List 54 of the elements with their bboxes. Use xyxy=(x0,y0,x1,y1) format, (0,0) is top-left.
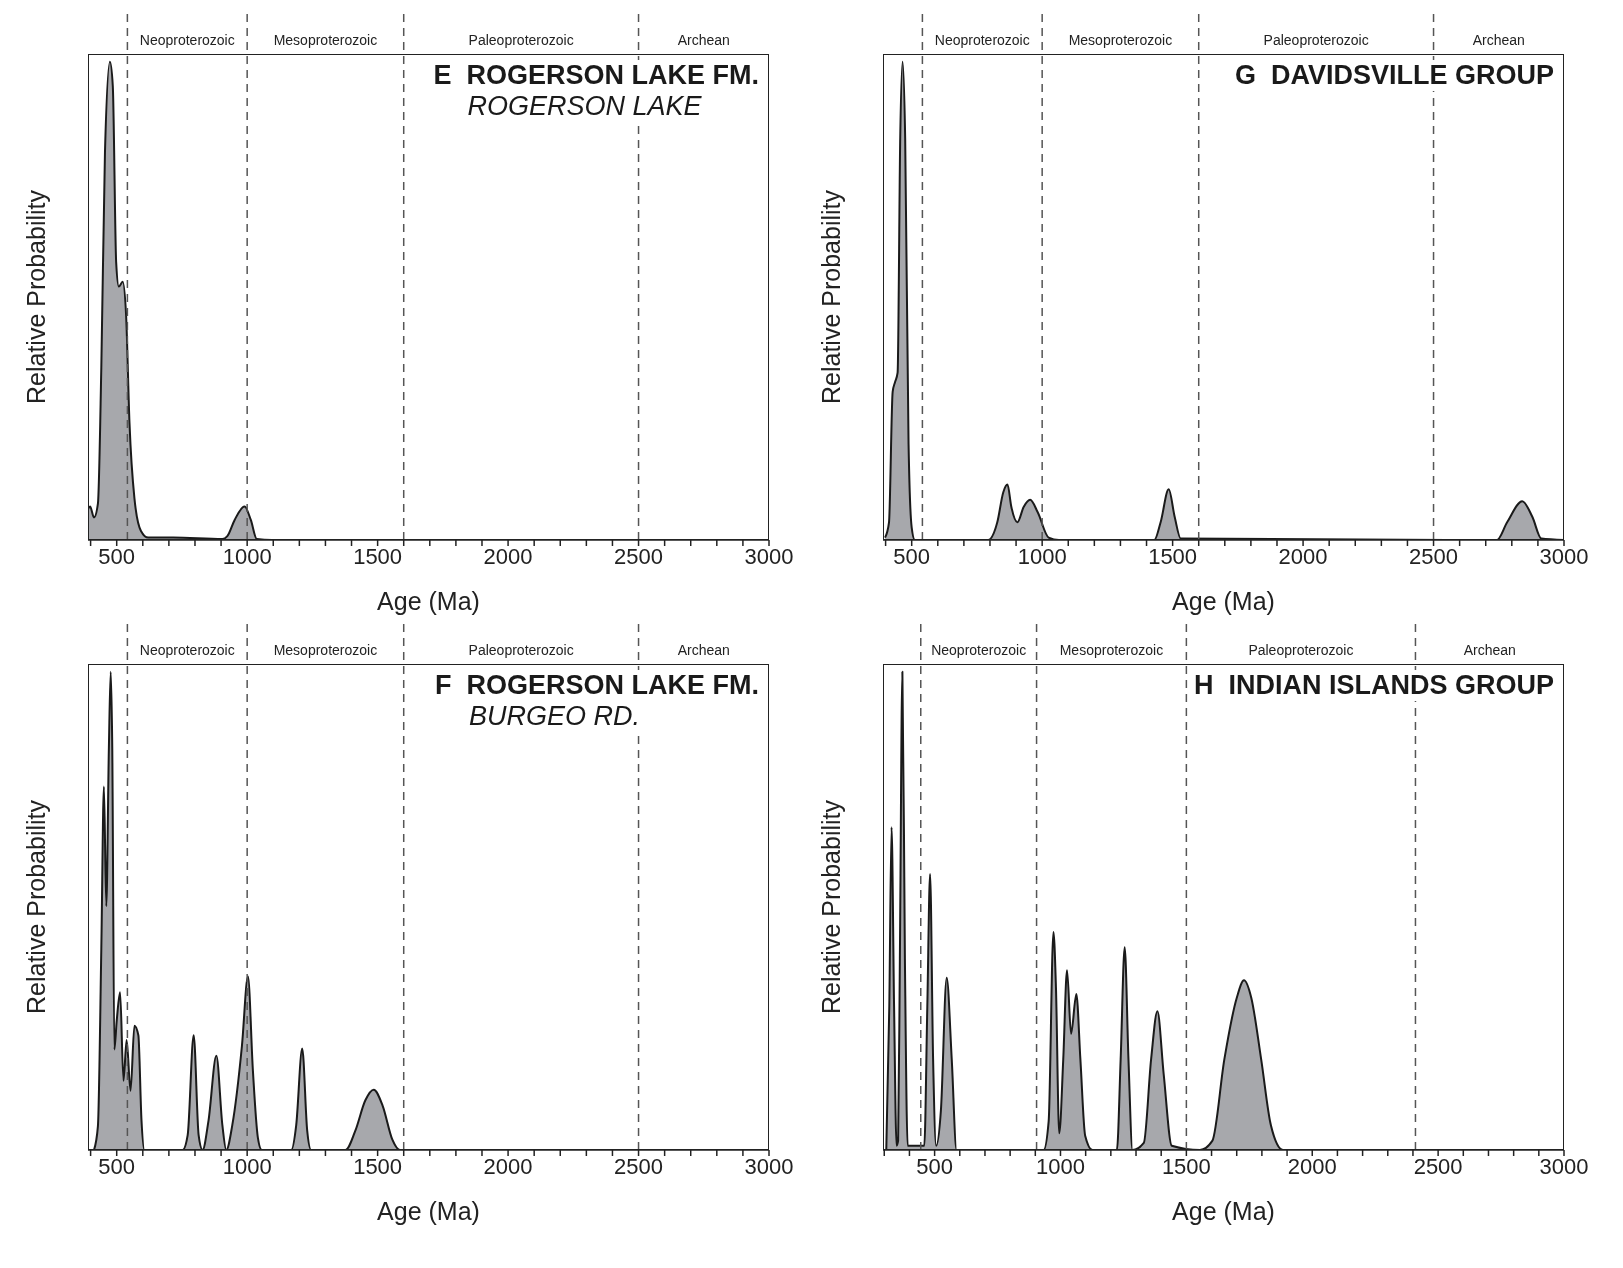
chart-title: G DAVIDSVILLE GROUP xyxy=(1234,60,1554,91)
text: Archean xyxy=(677,642,730,658)
text: ROGERSON LAKE xyxy=(466,91,703,122)
text: Mesoproterozoic xyxy=(273,32,378,48)
x-tick-label: 2500 xyxy=(614,543,664,569)
x-axis-title: Age (Ma) xyxy=(1172,587,1275,615)
x-tick-label: 1500 xyxy=(353,1153,403,1179)
x-tick-label: 2500 xyxy=(614,1153,664,1179)
x-tick-label: 1500 xyxy=(1148,543,1198,569)
x-tick-label: 3000 xyxy=(1539,1153,1589,1179)
text: Archean xyxy=(677,32,730,48)
x-tick-label: 1000 xyxy=(1017,543,1067,569)
x-tick-label: 3000 xyxy=(744,543,794,569)
x-tick-label: 1500 xyxy=(353,543,403,569)
text: Archean xyxy=(1463,642,1516,658)
y-axis-title: Relative Probability xyxy=(816,800,846,1014)
x-tick-label: 3000 xyxy=(1539,543,1589,569)
text: Mesoproterozoic xyxy=(273,642,378,658)
text: Paleoproterozoic xyxy=(468,642,574,658)
text: Neoproterozoic xyxy=(934,32,1030,48)
chart-title: E ROGERSON LAKE FM. xyxy=(433,60,759,91)
x-tick-label: 500 xyxy=(98,543,136,569)
text: Mesoproterozoic xyxy=(1059,642,1164,658)
x-tick-label: 500 xyxy=(916,1153,953,1179)
x-tick-label: 1000 xyxy=(1036,1153,1085,1179)
x-tick-label: 500 xyxy=(98,1153,136,1179)
text: Paleoproterozoic xyxy=(1263,32,1369,48)
x-axis-title: Age (Ma) xyxy=(377,1197,480,1225)
y-axis-title: Relative Probability xyxy=(21,190,51,404)
y-axis-title: Relative Probability xyxy=(816,190,846,404)
x-tick-label: 2000 xyxy=(483,1153,533,1179)
text: Paleoproterozoic xyxy=(468,32,574,48)
text: Paleoproterozoic xyxy=(1248,642,1354,658)
text: BURGEO RD. xyxy=(468,701,642,732)
x-tick-label: 500 xyxy=(893,543,931,569)
x-axis-title: Age (Ma) xyxy=(1172,1197,1275,1225)
text: Neoproterozoic xyxy=(139,32,235,48)
x-axis-title: Age (Ma) xyxy=(377,587,480,615)
x-tick-label: 1000 xyxy=(222,1153,272,1179)
y-axis-title: Relative Probability xyxy=(21,800,51,1014)
x-tick-label: 2500 xyxy=(1409,543,1459,569)
x-tick-label: 2000 xyxy=(1278,543,1328,569)
chart-title: H INDIAN ISLANDS GROUP xyxy=(1193,670,1554,701)
x-tick-label: 1000 xyxy=(222,543,272,569)
text: Neoproterozoic xyxy=(931,642,1027,658)
text: Mesoproterozoic xyxy=(1068,32,1173,48)
chart-title: F ROGERSON LAKE FM. xyxy=(435,670,759,701)
x-tick-label: 3000 xyxy=(744,1153,794,1179)
text: Neoproterozoic xyxy=(139,642,235,658)
x-tick-label: 2000 xyxy=(483,543,533,569)
x-tick-label: 2500 xyxy=(1413,1153,1463,1179)
text: Archean xyxy=(1472,32,1525,48)
x-tick-label: 2000 xyxy=(1287,1153,1337,1179)
x-tick-label: 1500 xyxy=(1161,1153,1211,1179)
